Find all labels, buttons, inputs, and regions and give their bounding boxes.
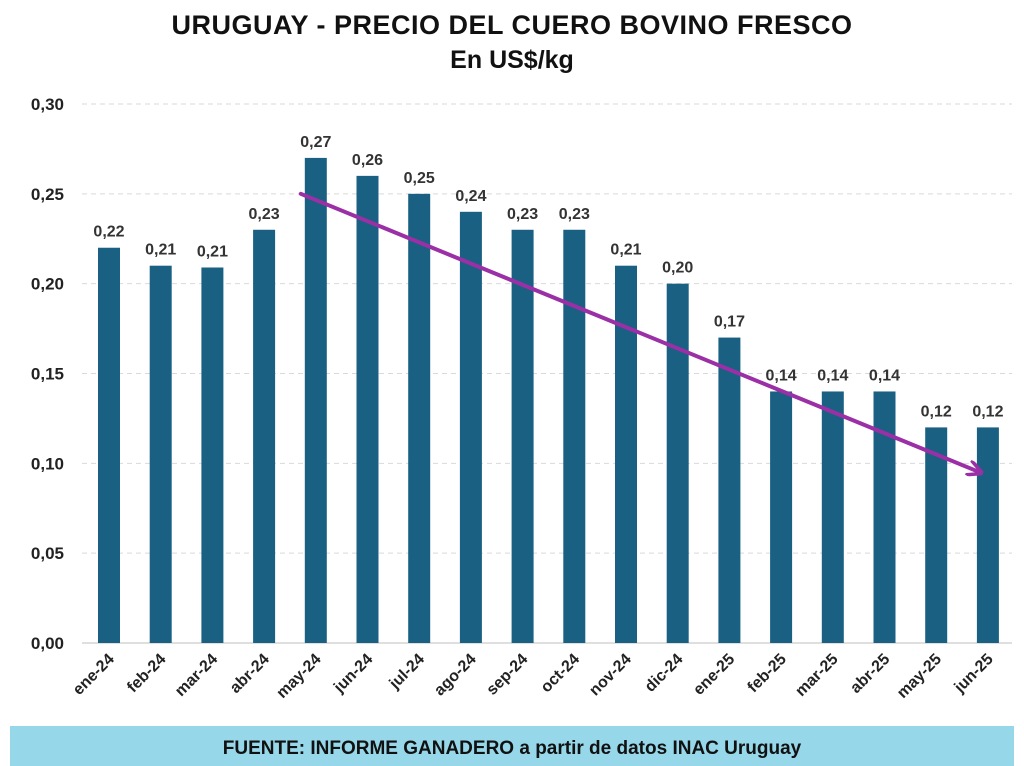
bar [459,211,482,644]
source-text: FUENTE: INFORME GANADERO a partir de dat… [222,738,802,759]
data-label: 0,23 [507,206,538,223]
data-label: 0,23 [249,206,280,223]
bar [615,265,637,643]
x-tick-label: mar-25 [792,651,841,700]
x-tick-label: feb-24 [124,651,169,696]
bar [201,267,224,643]
data-label: 0,12 [921,403,952,420]
y-tick-label: 0,30 [31,95,64,114]
chart-subtitle: En US$/kg [450,46,574,74]
x-tick-label: mar-24 [172,651,221,700]
bar [408,193,431,644]
bar [873,391,896,643]
x-tick-label: feb-25 [745,651,790,696]
x-tick-label: jun-25 [951,651,997,697]
data-label: 0,14 [766,367,797,384]
data-label: 0,25 [404,170,435,187]
x-tick-label: ene-25 [690,651,738,699]
y-tick-label: 0,20 [31,275,64,294]
x-tick-label: ene-24 [70,651,118,699]
y-tick-label: 0,00 [31,634,64,653]
y-tick-label: 0,10 [31,454,64,473]
data-label: 0,23 [559,206,590,223]
data-label: 0,21 [197,243,228,260]
bar [356,175,379,643]
x-tick-label: dic-24 [642,651,687,696]
bar [149,265,172,643]
x-tick-label: nov-24 [586,651,635,700]
data-label: 0,12 [972,403,1003,420]
y-tick-label: 0,25 [31,185,64,204]
bar-chart: 0,00 0,05 0,10 0,15 0,20 0,25 0,30 0,22 ene-24 0,… [31,95,1012,702]
y-tick-label: 0,05 [31,544,64,563]
data-label: 0,26 [352,152,383,169]
bar [304,157,327,643]
bar [821,391,844,643]
bar [511,229,534,643]
x-tick-label: oct-24 [538,651,583,696]
y-tick-label: 0,15 [31,365,64,384]
chart-title: URUGUAY - PRECIO DEL CUERO BOVINO FRESCO [171,10,853,40]
data-label: 0,14 [817,367,848,384]
bar [976,427,999,643]
bar [98,247,120,643]
data-label: 0,17 [714,314,745,331]
data-label: 0,14 [869,367,900,384]
data-label: 0,21 [145,242,176,259]
bar [718,337,741,643]
x-tick-label: sep-24 [484,651,532,699]
x-tick-label: may-24 [274,651,325,702]
data-label: 0,27 [300,134,331,151]
bar [253,229,276,643]
bar [666,283,689,643]
bar [925,427,948,643]
data-label: 0,22 [93,224,124,241]
trend-arrow [298,191,980,472]
data-label: 0,24 [455,188,486,205]
data-label: 0,20 [662,260,693,277]
x-tick-label: jul-24 [386,651,428,693]
x-tick-label: jun-24 [330,651,376,697]
x-tick-label: abr-25 [847,651,893,697]
x-tick-label: abr-24 [227,651,273,697]
x-tick-label: ago-24 [431,651,480,700]
data-label: 0,21 [610,242,641,259]
source-footer: FUENTE: INFORME GANADERO a partir de dat… [10,726,1014,766]
bar [563,229,586,643]
bar [770,391,793,643]
x-tick-label: may-25 [894,651,945,702]
